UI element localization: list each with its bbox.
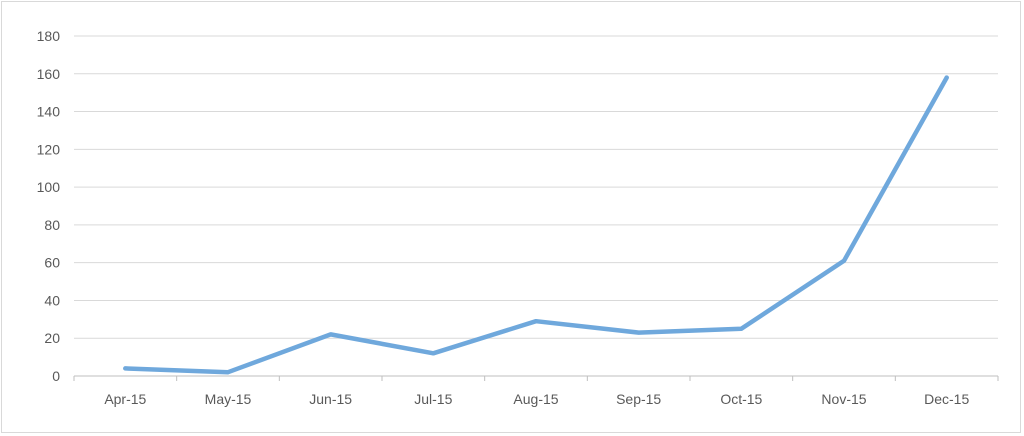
- data-point: [944, 75, 949, 80]
- data-point: [739, 326, 744, 331]
- x-tick-label: Aug-15: [513, 391, 558, 407]
- y-tick-label: 80: [44, 217, 60, 233]
- y-tick-label: 40: [44, 292, 60, 308]
- y-tick-label: 0: [52, 368, 60, 384]
- x-axis-tick-labels: Apr-15 May-15 Jun-15 Jul-15 Aug-15 Sep-15 Oct-…: [104, 391, 969, 407]
- x-tick-label: Apr-15: [104, 391, 146, 407]
- gridlines: [74, 35, 998, 339]
- data-point: [123, 366, 128, 371]
- x-tick-label: May-15: [205, 391, 252, 407]
- data-point: [431, 351, 436, 356]
- x-tick-label: Sep-15: [616, 391, 661, 407]
- x-tick-label: Nov-15: [821, 391, 866, 407]
- data-point: [636, 330, 641, 335]
- series-layer: [123, 75, 949, 375]
- data-point: [534, 319, 538, 324]
- y-tick-label: 60: [44, 255, 60, 271]
- x-tick-label: Jul-15: [414, 391, 452, 407]
- y-tick-label: 180: [37, 28, 61, 44]
- data-point: [842, 258, 846, 263]
- y-tick-label: 20: [44, 330, 60, 346]
- x-tick-label: Dec-15: [924, 391, 969, 407]
- x-tick-label: Jun-15: [309, 391, 352, 407]
- data-point: [226, 370, 230, 375]
- x-tick-label: Oct-15: [720, 391, 762, 407]
- y-tick-label: 160: [37, 66, 61, 82]
- y-tick-label: 100: [37, 179, 61, 195]
- y-axis-tick-labels: 0 20 40 60 80 100 120 140 160 180: [37, 28, 61, 384]
- y-tick-label: 120: [37, 141, 61, 157]
- x-axis: [73, 375, 999, 381]
- data-point: [328, 332, 333, 337]
- y-tick-label: 140: [37, 104, 61, 120]
